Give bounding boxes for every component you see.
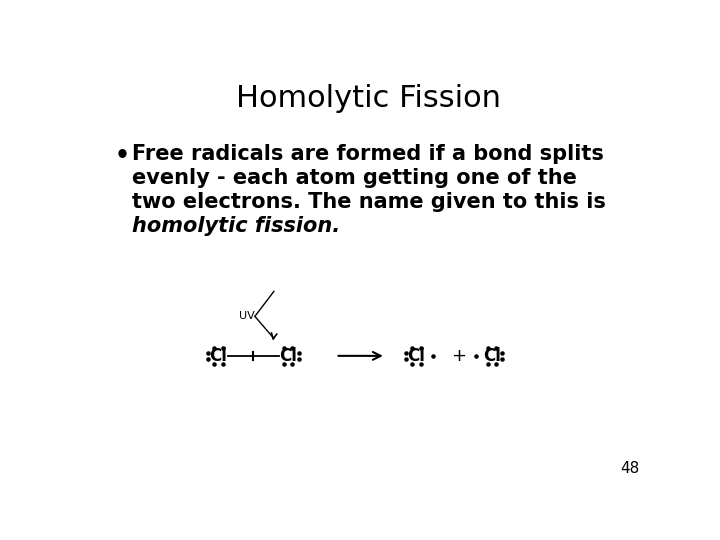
Text: +: + [451,347,466,365]
Text: Cl: Cl [408,347,426,365]
Text: Homolytic Fission: Homolytic Fission [236,84,502,112]
Text: UV: UV [239,312,255,321]
Text: two electrons. The name given to this is: two electrons. The name given to this is [132,192,606,212]
Text: evenly - each atom getting one of the: evenly - each atom getting one of the [132,168,577,188]
Text: Cl: Cl [483,347,500,365]
Text: homolytic fission.: homolytic fission. [132,216,340,236]
Text: •: • [115,144,130,168]
Text: Free radicals are formed if a bond splits: Free radicals are formed if a bond split… [132,144,604,164]
Text: 48: 48 [621,461,639,476]
Text: Cl: Cl [279,347,297,365]
Text: Cl: Cl [210,347,228,365]
